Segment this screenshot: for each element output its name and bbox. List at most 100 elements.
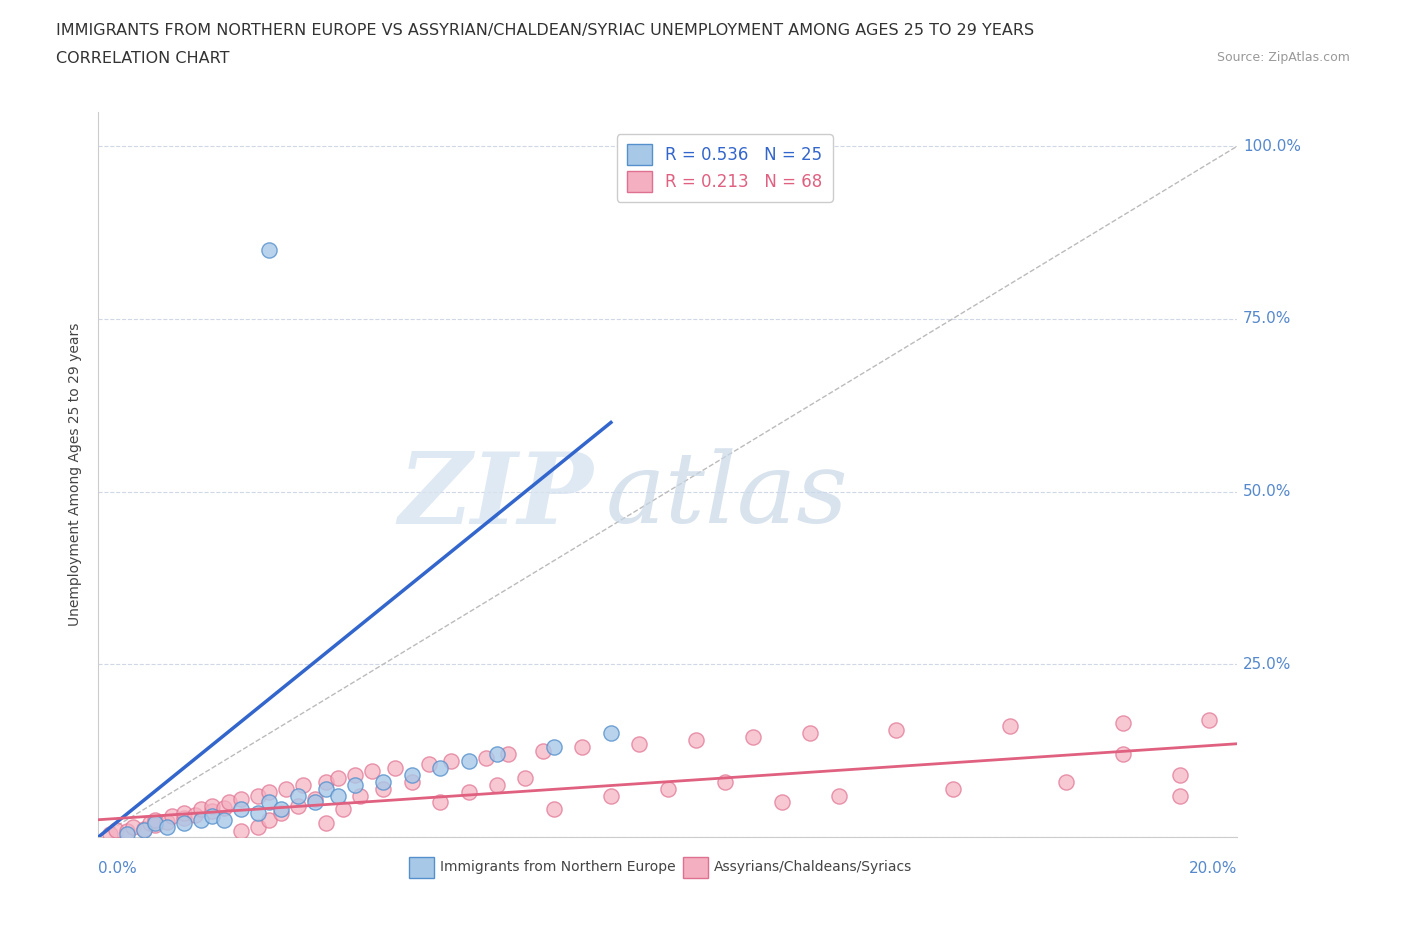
Text: CORRELATION CHART: CORRELATION CHART — [56, 51, 229, 66]
Point — [1198, 712, 1220, 727]
Point — [145, 812, 167, 827]
Point — [543, 739, 565, 754]
Point — [401, 775, 423, 790]
Point — [657, 781, 679, 796]
Point — [343, 777, 366, 792]
Point — [429, 795, 451, 810]
Point — [270, 802, 292, 817]
Point — [401, 767, 423, 782]
Point — [270, 805, 292, 820]
Point — [104, 823, 127, 838]
Point — [229, 802, 252, 817]
Point — [571, 739, 593, 754]
Point — [201, 799, 224, 814]
Point — [486, 747, 509, 762]
Point — [138, 816, 160, 830]
Point — [173, 810, 195, 825]
Point — [1170, 767, 1192, 782]
Point — [132, 823, 155, 838]
Text: 100.0%: 100.0% — [1243, 139, 1301, 153]
Point — [121, 819, 143, 834]
Point — [799, 726, 821, 741]
Point — [304, 791, 326, 806]
Point — [173, 816, 195, 830]
Point — [326, 771, 349, 786]
Point — [184, 807, 207, 822]
Text: 0.0%: 0.0% — [98, 861, 138, 876]
Legend: R = 0.536   N = 25, R = 0.213   N = 68: R = 0.536 N = 25, R = 0.213 N = 68 — [617, 135, 832, 202]
Point — [201, 804, 224, 818]
Text: 75.0%: 75.0% — [1243, 312, 1291, 326]
Point — [229, 791, 252, 806]
Point — [515, 771, 537, 786]
Text: 50.0%: 50.0% — [1243, 485, 1291, 499]
Point — [828, 788, 851, 803]
Point — [600, 726, 623, 741]
Point — [162, 809, 184, 824]
Point — [276, 781, 298, 796]
Point — [486, 777, 509, 792]
Point — [315, 781, 337, 796]
Text: 25.0%: 25.0% — [1243, 657, 1291, 671]
Point — [942, 781, 965, 796]
Point — [742, 729, 765, 744]
Point — [998, 719, 1021, 734]
Point — [332, 802, 354, 817]
Point — [315, 775, 337, 790]
Text: Immigrants from Northern Europe: Immigrants from Northern Europe — [440, 860, 676, 874]
Point — [498, 747, 520, 762]
Point — [246, 805, 269, 820]
Point — [315, 816, 337, 830]
Point — [212, 812, 235, 827]
Point — [457, 785, 479, 800]
Point — [884, 723, 907, 737]
Text: Assyrians/Chaldeans/Syriacs: Assyrians/Chaldeans/Syriacs — [713, 860, 911, 874]
Point — [543, 802, 565, 817]
Point — [474, 751, 496, 765]
Text: Source: ZipAtlas.com: Source: ZipAtlas.com — [1216, 51, 1350, 64]
Point — [292, 777, 315, 792]
Point — [218, 795, 240, 810]
Point — [246, 788, 269, 803]
Point — [1112, 715, 1135, 730]
Point — [600, 788, 623, 803]
Point — [156, 819, 179, 834]
Point — [132, 821, 155, 836]
Point — [115, 824, 138, 839]
Point — [628, 737, 651, 751]
Point — [259, 812, 281, 827]
Point — [373, 781, 395, 796]
Point — [770, 795, 793, 810]
Point — [418, 757, 440, 772]
Point — [201, 809, 224, 824]
Point — [98, 826, 121, 841]
Point — [190, 802, 212, 817]
Point — [349, 788, 371, 803]
Point — [246, 819, 269, 834]
Point — [360, 764, 382, 778]
Point — [156, 815, 179, 830]
Point — [212, 801, 235, 816]
Point — [1170, 788, 1192, 803]
Point — [229, 824, 252, 839]
Point — [259, 795, 281, 810]
Point — [326, 788, 349, 803]
Point — [145, 817, 167, 832]
Point — [714, 775, 737, 790]
Point — [259, 785, 281, 800]
Text: 20.0%: 20.0% — [1189, 861, 1237, 876]
Point — [384, 761, 406, 776]
Point — [373, 775, 395, 790]
Point — [287, 799, 309, 814]
FancyBboxPatch shape — [683, 857, 707, 878]
Text: ZIP: ZIP — [399, 448, 593, 544]
Point — [531, 743, 554, 758]
Point — [440, 753, 463, 768]
Text: IMMIGRANTS FROM NORTHERN EUROPE VS ASSYRIAN/CHALDEAN/SYRIAC UNEMPLOYMENT AMONG A: IMMIGRANTS FROM NORTHERN EUROPE VS ASSYR… — [56, 23, 1035, 38]
Point — [685, 733, 707, 748]
Text: atlas: atlas — [605, 448, 848, 544]
Point — [457, 753, 479, 768]
Point — [145, 816, 167, 830]
Point — [1112, 747, 1135, 762]
Point — [287, 788, 309, 803]
